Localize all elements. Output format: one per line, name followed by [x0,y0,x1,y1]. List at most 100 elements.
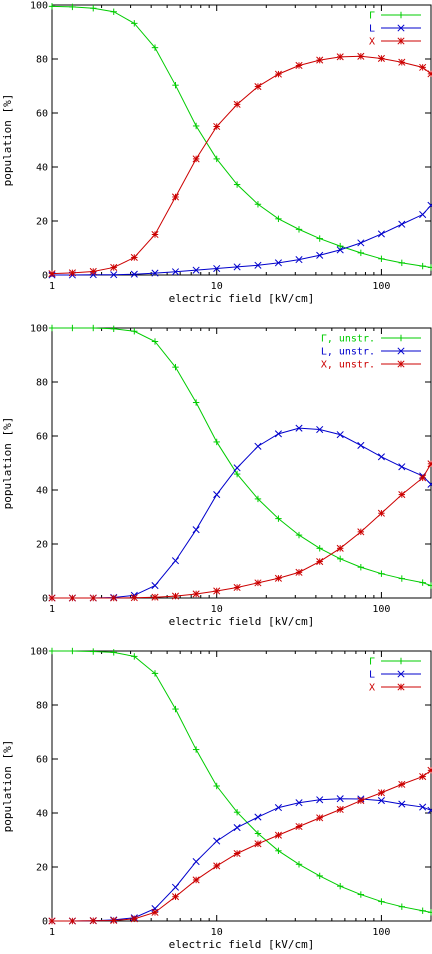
x-tick-label: 10 [211,604,223,615]
data-point [131,328,138,335]
x-tick-label: 1 [49,604,55,615]
data-point [131,20,138,27]
data-point [69,3,76,11]
data-point [213,782,220,790]
data-point [151,230,159,239]
series-2 [48,795,432,925]
legend-entry-3: X [369,37,421,48]
data-point [336,544,344,552]
data-point [233,263,241,271]
series-3 [48,460,432,602]
data-point [192,746,200,753]
data-point [377,54,385,63]
y-tick-label: 60 [36,432,48,443]
x-tick-label: 1 [49,281,55,292]
data-point [427,264,432,271]
data-point [130,915,138,923]
x-tick-label: 100 [372,604,390,615]
data-point [295,568,303,576]
data-point [233,470,241,478]
data-point [336,246,344,254]
legend-entry-2: L [369,670,421,681]
data-point [274,574,282,582]
data-point [254,442,262,450]
chart-panel-2: 0 20 40 60 80 100 1 10 100 electric field [kV/cm]… [1,324,432,628]
legend-label: X, unstr. [321,360,375,371]
data-point [171,193,180,201]
data-point [316,557,324,566]
data-point [419,579,426,586]
x-axis-title: electric field [kV/cm] [169,292,315,305]
series-line [52,463,432,599]
data-point [398,903,406,910]
data-point [254,495,262,503]
legend-marker [397,670,405,678]
data-point [151,269,159,277]
data-point [295,256,303,264]
legend-label: Γ, unstr. [321,334,375,345]
data-point [427,766,432,774]
data-point [336,555,344,563]
legend-entry-3: X, unstr. [321,360,421,371]
data-point [295,226,303,233]
data-point [233,824,241,832]
data-point [295,61,303,70]
data-point [378,255,385,262]
series-line [52,327,432,587]
data-point [275,847,282,854]
data-point [130,270,138,278]
data-point [377,230,385,238]
data-point [192,399,200,406]
data-point [130,253,138,262]
data-point [398,58,406,66]
data-point [336,242,344,250]
x-tick-label: 100 [372,927,390,938]
series-2 [48,424,432,602]
series-line [52,798,432,922]
data-point [419,210,427,219]
data-point [192,155,200,163]
data-point [427,582,432,589]
data-point [378,898,385,905]
data-point [68,917,76,925]
data-point [357,441,365,450]
y-axis-title: population [%] [1,94,14,187]
data-point [48,3,56,10]
data-point [419,772,427,781]
data-point [171,268,180,276]
x-tick-label: 1 [49,927,55,938]
data-point [316,814,324,822]
data-point [90,324,97,332]
data-point [254,261,262,269]
data-point [398,220,406,228]
legend-label: L [369,24,375,35]
data-point [213,264,221,273]
x-tick-label: 10 [211,281,223,292]
data-point [233,849,241,858]
data-point [275,515,282,522]
data-point [48,647,56,655]
data-point [427,480,432,488]
data-point [316,235,323,242]
data-point [254,82,262,91]
y-tick-label: 40 [36,163,48,174]
data-point [151,582,159,590]
data-point [295,799,303,807]
legend-entry-1: Γ [369,11,421,22]
data-point [151,670,159,677]
plot-frame [51,4,432,276]
series-2 [48,201,432,279]
data-point [213,862,221,870]
data-point [295,861,303,868]
data-point [377,453,385,461]
legend-entry-1: Γ [369,657,421,668]
data-point [171,592,180,600]
data-point [427,460,432,468]
data-point [316,545,323,552]
data-point [398,463,406,471]
data-point [68,594,76,602]
data-point [336,795,344,803]
data-point [295,424,303,432]
data-point [110,594,118,602]
